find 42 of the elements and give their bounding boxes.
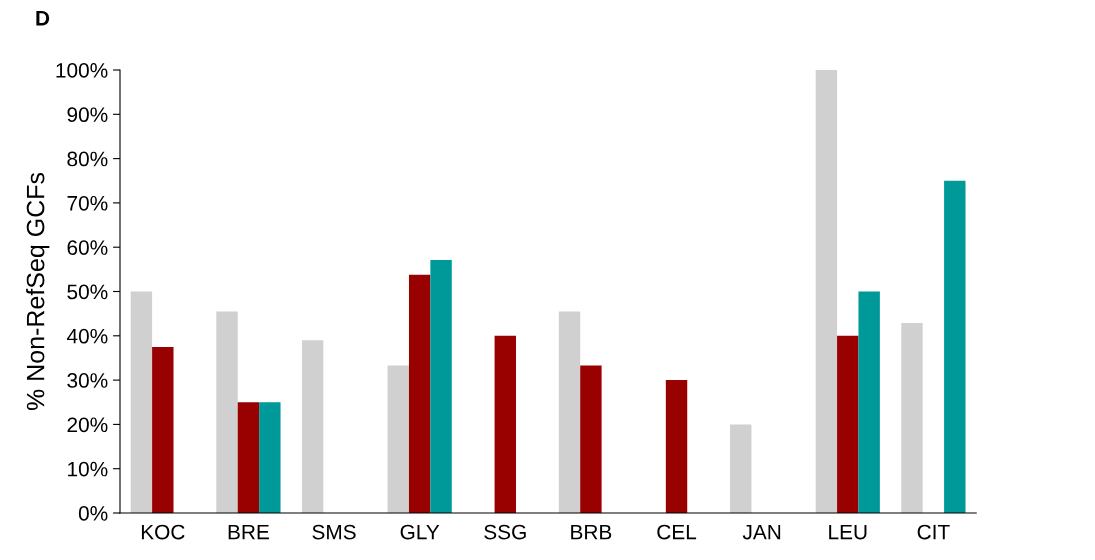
y-axis-title: % Non-RefSeq GCFs (26, 172, 50, 411)
y-tick-label: 50% (67, 284, 108, 300)
bar (237, 402, 260, 513)
bar (558, 311, 581, 513)
bar (408, 274, 431, 513)
y-tick-label: 80% (67, 151, 108, 167)
x-tick-label: BRB (571, 524, 612, 540)
y-tick-label: 40% (66, 328, 108, 344)
chart-title: D (36, 11, 50, 26)
bar (665, 380, 688, 513)
bar (494, 335, 516, 513)
bar (387, 365, 409, 513)
bar (901, 322, 923, 513)
x-tick-label: SSG (484, 524, 526, 540)
y-tick-label: 0% (78, 506, 108, 521)
bar (730, 424, 752, 513)
x-tick-label: CEL (657, 524, 697, 540)
bar (430, 260, 452, 513)
y-tick-label: 10% (68, 461, 108, 477)
y-tick-label: 100% (56, 63, 108, 78)
bar (152, 346, 174, 513)
x-tick-label: BRE (228, 524, 269, 540)
bar (944, 180, 966, 513)
x-tick-label: LEU (829, 524, 867, 540)
bar (216, 311, 238, 513)
y-tick-label: 70% (67, 195, 108, 211)
bar (301, 340, 324, 513)
x-tick-label: KOC (141, 524, 185, 540)
y-tick-label: 60% (67, 240, 108, 255)
bar (858, 291, 880, 513)
bar (815, 70, 838, 513)
bar (130, 291, 153, 513)
bar (837, 335, 859, 513)
y-tick-label: 30% (67, 373, 108, 388)
x-tick-label: CIT (917, 524, 950, 540)
bar (259, 402, 281, 513)
x-tick-label: JAN (742, 524, 781, 540)
x-tick-label: GLY (400, 524, 440, 540)
x-tick-label: SMS (312, 524, 356, 540)
y-tick-label: 90% (67, 107, 108, 123)
y-tick-label: 20% (67, 417, 108, 433)
bar (580, 365, 602, 513)
